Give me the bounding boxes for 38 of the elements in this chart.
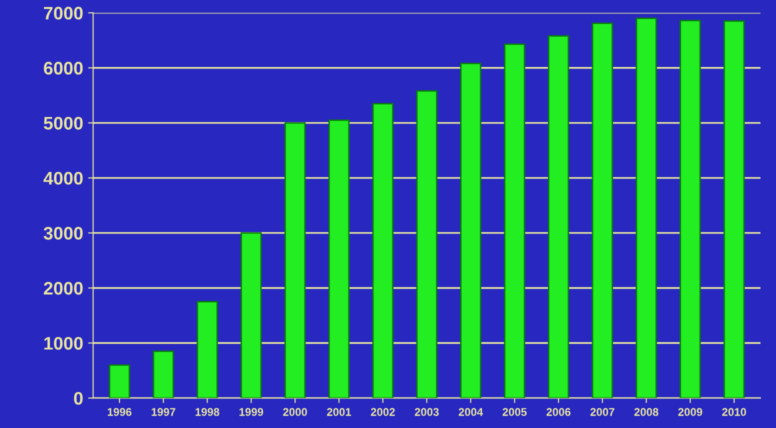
bar (548, 35, 570, 398)
x-tick-label: 1996 (108, 408, 132, 416)
x-tick-label: 2004 (458, 408, 484, 416)
bar (108, 364, 130, 398)
bar (240, 232, 262, 398)
x-tick-label: 1998 (196, 408, 220, 416)
y-tick-label: 1000 (44, 336, 83, 350)
x-tick-label: 2003 (414, 408, 439, 416)
y-tick-label: 0 (74, 392, 83, 405)
bar (152, 350, 174, 398)
x-tick-label: 2005 (502, 408, 527, 416)
bar (460, 62, 482, 398)
bar (284, 122, 306, 398)
x-tick-label: 2001 (327, 408, 352, 416)
y-tick-label: 3000 (44, 226, 83, 240)
bar (328, 119, 350, 398)
y-tick-label: 6000 (44, 62, 83, 75)
y-tick-label: 5000 (44, 116, 83, 130)
y-tick-label: 4000 (44, 172, 83, 185)
x-tick-label: 1997 (152, 408, 176, 416)
y-tick-label: 2000 (44, 282, 83, 295)
x-tick-label: 2006 (546, 408, 570, 416)
bar (416, 90, 438, 398)
bar (592, 22, 613, 398)
x-tick-label: 2000 (283, 408, 307, 416)
x-tick-label: 2010 (722, 408, 746, 416)
bar (724, 20, 745, 398)
y-tick-label: 7000 (44, 6, 83, 20)
bar (636, 18, 657, 398)
bar (196, 301, 218, 398)
x-tick-label: 1999 (240, 408, 264, 416)
x-tick-label: 2008 (634, 408, 658, 416)
x-tick-label: 2009 (678, 408, 702, 416)
bar (504, 44, 526, 398)
x-tick-label: 2007 (590, 408, 614, 416)
bar (372, 102, 394, 398)
x-tick-label: 2002 (370, 408, 395, 416)
bar (680, 20, 701, 398)
